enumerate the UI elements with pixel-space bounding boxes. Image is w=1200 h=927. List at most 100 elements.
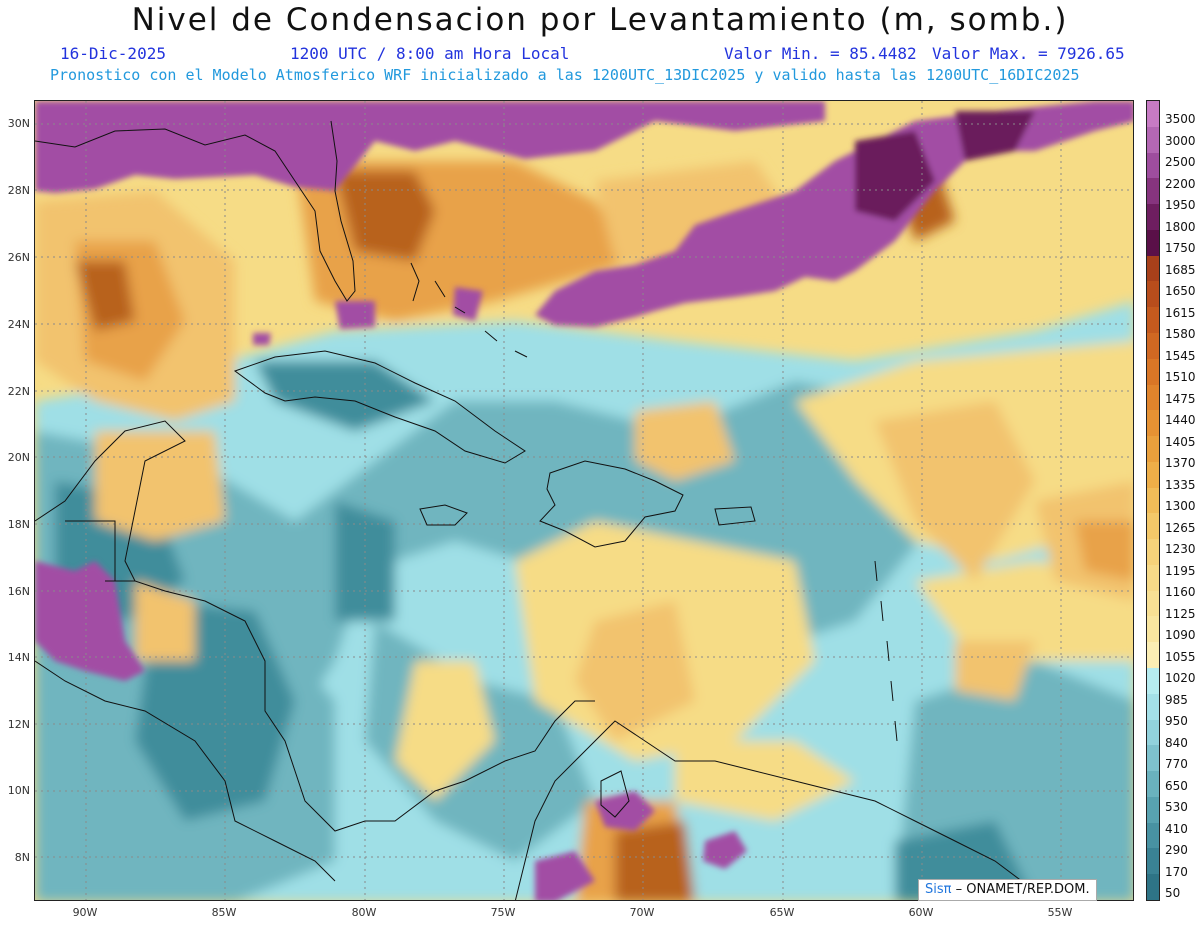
- lat-label: 22N: [7, 385, 30, 398]
- brown-core: [615, 821, 695, 900]
- legend-swatch: [1147, 152, 1159, 179]
- legend-swatch: [1147, 384, 1159, 411]
- orange-region: [875, 401, 1035, 581]
- lon-label: 85W: [211, 906, 237, 919]
- legend-swatch: [1147, 204, 1159, 231]
- legend-label: 1950: [1165, 198, 1196, 212]
- orange-region: [135, 581, 195, 661]
- legend-swatch: [1147, 281, 1159, 308]
- legend-swatch: [1147, 410, 1159, 437]
- legend-label: 1020: [1165, 671, 1196, 685]
- orange-region: [635, 401, 735, 481]
- model-note: Pronostico con el Modelo Atmosferico WRF…: [50, 66, 1080, 84]
- legend-label: 1405: [1165, 434, 1196, 449]
- lon-label: 55W: [1047, 906, 1073, 919]
- legend-label: 1230: [1165, 542, 1196, 556]
- legend-swatch: [1147, 874, 1159, 901]
- lat-label: 10N: [7, 784, 30, 797]
- shading-layer: [35, 161, 1133, 900]
- legend-label: 1650: [1165, 284, 1196, 298]
- legend-swatch: [1147, 461, 1159, 489]
- legend-label: 2500: [1165, 155, 1196, 169]
- legend-label: 1580: [1165, 327, 1196, 341]
- legend-label: 1370: [1165, 456, 1196, 470]
- legend-label: 1335: [1165, 477, 1196, 492]
- lat-label: 28N: [7, 184, 30, 197]
- brown-core: [75, 261, 135, 331]
- purple-region: [35, 101, 825, 193]
- legend-label: 1615: [1165, 305, 1196, 320]
- lat-label: 12N: [7, 718, 30, 731]
- legend-swatch: [1147, 796, 1159, 824]
- legend-swatch: [1147, 255, 1159, 282]
- lcl-map[interactable]: [34, 100, 1134, 901]
- legend-label: 2200: [1165, 176, 1196, 191]
- date-label: 16-Dic-2025: [60, 44, 166, 63]
- lon-label: 70W: [629, 906, 655, 919]
- legend-label: 1750: [1165, 241, 1196, 255]
- legend-label: 530: [1165, 800, 1188, 814]
- lat-label: 24N: [7, 318, 30, 331]
- purple-region: [703, 831, 747, 869]
- legend-label: 1440: [1165, 413, 1196, 427]
- legend-swatch: [1147, 539, 1159, 566]
- legend-swatch: [1147, 719, 1159, 746]
- orange-region: [575, 601, 695, 741]
- legend-label: 950: [1165, 714, 1188, 728]
- legend-swatch: [1147, 101, 1159, 128]
- legend-swatch: [1147, 358, 1159, 385]
- legend-swatch: [1147, 822, 1159, 849]
- map-canvas: [35, 101, 1133, 900]
- orange-region: [955, 641, 1035, 701]
- color-legend: [1146, 100, 1160, 901]
- legend-label: 1160: [1165, 585, 1196, 599]
- legend-swatch: [1147, 436, 1159, 463]
- legend-swatch: [1147, 771, 1159, 798]
- legend-label: 3500: [1165, 112, 1196, 126]
- legend-label: 650: [1165, 778, 1188, 793]
- purple-region: [535, 851, 595, 900]
- map-title: Nivel de Condensacion por Levantamiento …: [131, 2, 1069, 38]
- legend-swatch: [1147, 668, 1159, 695]
- legend-swatch: [1147, 616, 1159, 643]
- lat-label: 20N: [7, 451, 30, 464]
- time-label: 1200 UTC / 8:00 am Hora Local: [290, 44, 570, 63]
- credit-box: Sisπ – ONAMET/REP.DOM.: [918, 879, 1097, 901]
- graticule: [35, 101, 1133, 900]
- credit-brand: Sisπ: [925, 882, 952, 897]
- purple-region: [535, 101, 1133, 327]
- lon-label: 90W: [72, 906, 98, 919]
- legend-swatch: [1147, 332, 1159, 360]
- purple-region: [595, 791, 655, 831]
- legend-swatch: [1147, 745, 1159, 772]
- legend-swatch: [1147, 178, 1159, 205]
- legend-label: 1475: [1165, 391, 1196, 406]
- legend-label: 1090: [1165, 628, 1196, 642]
- dark-teal-region: [335, 501, 395, 621]
- legend-label: 1055: [1165, 649, 1196, 664]
- legend-label: 170: [1165, 864, 1188, 879]
- legend-swatch: [1147, 513, 1159, 540]
- legend-swatch: [1147, 693, 1159, 721]
- lat-label: 8N: [14, 851, 30, 864]
- purple-region: [35, 561, 145, 681]
- legend-label: 1195: [1165, 563, 1196, 578]
- legend-swatch: [1147, 590, 1159, 617]
- legend-swatch: [1147, 487, 1159, 514]
- purple-region: [253, 333, 271, 345]
- yellow-band: [675, 741, 855, 821]
- legend-label: 1300: [1165, 499, 1196, 513]
- yellow-band: [395, 661, 495, 801]
- legend-swatch: [1147, 229, 1159, 257]
- legend-swatch: [1147, 848, 1159, 875]
- orange-region: [1075, 521, 1133, 581]
- brown-core: [335, 171, 435, 261]
- legend-swatch: [1147, 642, 1159, 669]
- legend-label: 290: [1165, 843, 1188, 857]
- legend-label: 1125: [1165, 606, 1196, 621]
- lat-label: 26N: [7, 251, 30, 264]
- legend-label: 770: [1165, 757, 1188, 771]
- legend-label: 985: [1165, 692, 1188, 707]
- legend-label: 410: [1165, 821, 1188, 836]
- lon-label: 75W: [490, 906, 516, 919]
